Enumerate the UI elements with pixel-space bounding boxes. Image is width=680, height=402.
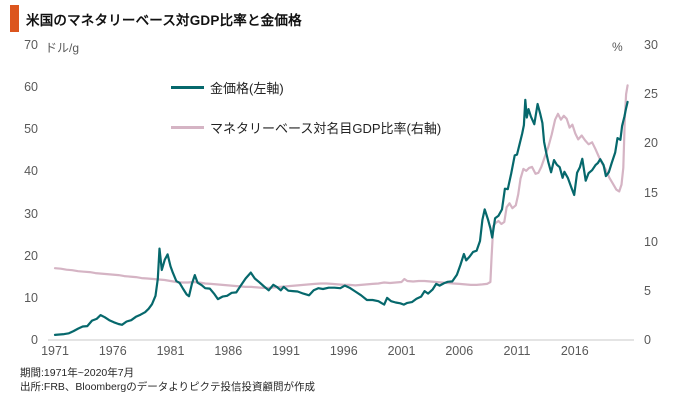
- title-accent-bar: [10, 5, 19, 32]
- footer-period: 期間:1971年~2020年7月: [20, 367, 135, 379]
- mb-gdp-ratio-line: [53, 84, 629, 289]
- y-axis-left-tick-label: 30: [24, 206, 38, 221]
- y-axis-right-tick-label: 30: [644, 38, 658, 52]
- y-axis-right-tick-label: 5: [644, 283, 651, 298]
- y-axis-left-tick-label: 10: [24, 290, 38, 305]
- legend-item-mb-gdp: マネタリーベース対名目GDP比率(右軸): [171, 119, 441, 136]
- x-axis-tick-label: 1996: [329, 344, 358, 358]
- gold-line-swatch-icon: [171, 86, 204, 89]
- y-axis-right-tick-label: 15: [644, 185, 658, 200]
- y-axis-left-tick-label: 70: [24, 38, 38, 52]
- y-axis-right-tick-label: 20: [644, 136, 658, 151]
- right-axis-unit: %: [612, 40, 623, 54]
- chart-footer: 期間:1971年~2020年7月 出所:FRB、Bloombergのデータよりピ…: [20, 366, 315, 394]
- legend-item-gold: 金価格(左軸): [171, 79, 441, 96]
- x-axis-tick-label: 2001: [387, 344, 416, 358]
- legend-label-mb-gdp: マネタリーベース対名目GDP比率(右軸): [210, 121, 442, 136]
- x-axis-tick-label: 2011: [503, 344, 531, 358]
- x-axis-tick-label: 1991: [272, 344, 300, 358]
- footer-source: 出所:FRB、Bloombergのデータよりピクテ投信投資顧問が作成: [20, 381, 315, 393]
- y-axis-right-tick-label: 10: [644, 234, 658, 249]
- y-axis-left-tick-label: 60: [24, 80, 38, 95]
- y-axis-right-tick-label: 25: [644, 87, 658, 102]
- x-axis-tick-label: 1986: [214, 344, 243, 358]
- x-axis-tick-label: 2006: [445, 344, 474, 358]
- y-axis-right-tick-label: 0: [644, 333, 651, 347]
- chart-legend: 金価格(左軸) マネタリーベース対名目GDP比率(右軸): [171, 79, 441, 159]
- left-axis-unit: ドル/g: [45, 41, 80, 55]
- y-axis-left-tick-label: 0: [31, 333, 38, 347]
- x-axis-tick-label: 1981: [156, 344, 185, 358]
- page-title: 米国のマネタリーベース対GDP比率と金価格: [26, 12, 302, 28]
- gold-price-line: [53, 98, 629, 336]
- chart-header: 米国のマネタリーベース対GDP比率と金価格: [10, 5, 302, 32]
- x-axis-tick-label: 2016: [560, 344, 589, 358]
- x-axis-tick-label: 1971: [41, 344, 69, 358]
- y-axis-left-tick-label: 50: [24, 122, 38, 137]
- legend-label-gold: 金価格(左軸): [210, 81, 284, 96]
- mb-gdp-line-swatch-icon: [171, 126, 204, 129]
- x-axis-tick-label: 1976: [98, 344, 127, 358]
- y-axis-left-tick-label: 40: [24, 164, 38, 179]
- y-axis-left-tick-label: 20: [24, 248, 38, 263]
